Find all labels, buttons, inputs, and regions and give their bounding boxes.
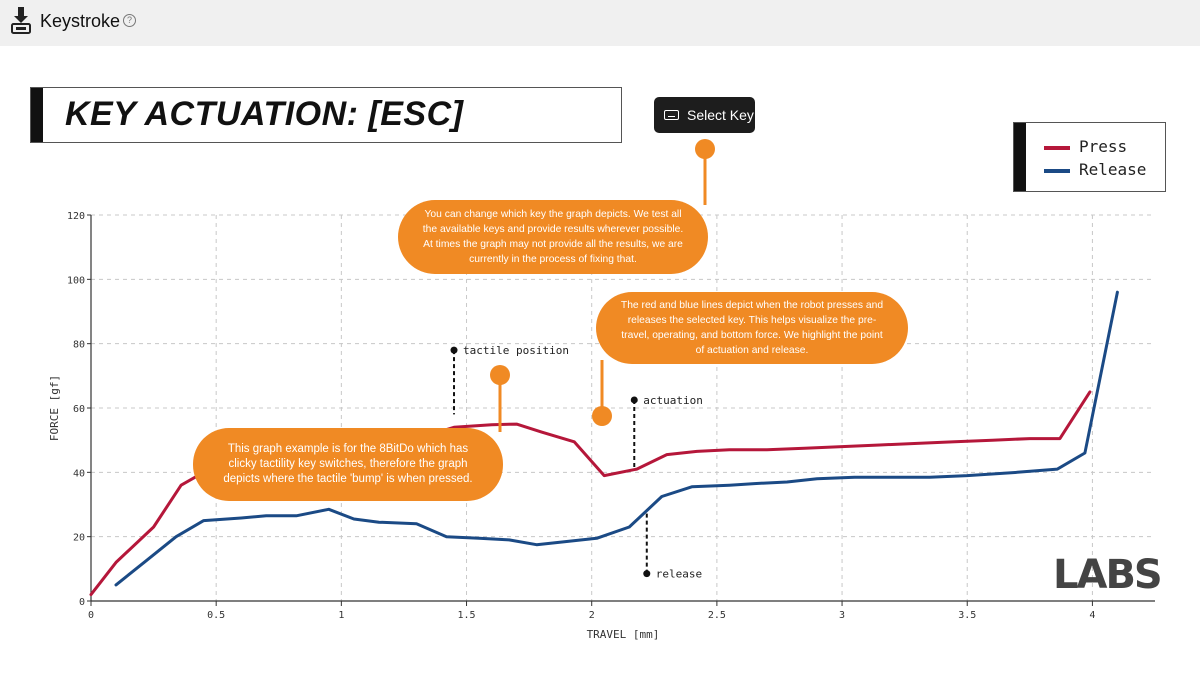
page-title: KEY ACTUATION: [ESC] bbox=[65, 95, 464, 133]
title-accent-bar bbox=[31, 88, 43, 142]
x-tick-label: 4 bbox=[1089, 610, 1095, 621]
connector-dot-lines bbox=[592, 406, 612, 426]
callout-tactile: This graph example is for the 8BitDo whi… bbox=[193, 428, 503, 501]
select-key-button[interactable]: Select Key bbox=[654, 97, 755, 133]
app-title: Keystroke bbox=[40, 11, 121, 31]
legend-label-press: Press bbox=[1079, 137, 1128, 156]
series-line-release bbox=[114, 290, 1119, 587]
x-axis-label: TRAVEL [mm] bbox=[587, 628, 660, 641]
x-tick-label: 3 bbox=[839, 610, 845, 621]
select-key-label: Select Key bbox=[687, 107, 754, 123]
y-tick-label: 120 bbox=[67, 211, 85, 222]
chart-annotations: tactile position actuation release bbox=[450, 344, 703, 581]
x-tick-label: 3.5 bbox=[958, 610, 976, 621]
annotation-dot bbox=[450, 346, 458, 354]
y-tick-label: 80 bbox=[73, 340, 85, 351]
legend-swatch-release bbox=[1044, 169, 1070, 173]
x-tick-label: 2 bbox=[589, 610, 595, 621]
y-tick-label: 40 bbox=[73, 468, 85, 479]
legend-item-release: Release bbox=[1044, 160, 1154, 180]
keyboard-icon bbox=[664, 110, 679, 120]
annotation-label: actuation bbox=[643, 394, 703, 407]
legend-item-press: Press bbox=[1044, 137, 1154, 157]
page-title-box: KEY ACTUATION: [ESC] bbox=[30, 87, 622, 143]
annotation-label: tactile position bbox=[463, 344, 569, 357]
legend-accent-bar bbox=[1014, 123, 1026, 191]
x-tick-label: 1.5 bbox=[457, 610, 475, 621]
annotation-dot bbox=[630, 396, 638, 404]
legend-label-release: Release bbox=[1079, 160, 1147, 179]
chart-legend: Press Release bbox=[1013, 122, 1166, 192]
annotation-label: release bbox=[656, 568, 702, 581]
connector-dot-select-key bbox=[695, 139, 715, 159]
annotation-dot bbox=[643, 570, 651, 578]
y-tick-label: 0 bbox=[79, 597, 85, 608]
connector-dot-tactile bbox=[490, 365, 510, 385]
chart-axes: 0 20 40 60 80 100 120 0 0.5 1 1.5 2 2.5 3 3.5 4 bbox=[67, 211, 1155, 621]
labs-logo: LABS bbox=[1053, 552, 1163, 598]
callout-tactile-text: This graph example is for the 8BitDo whi… bbox=[223, 443, 473, 485]
callout-select-key-text: You can change which key the graph depic… bbox=[422, 209, 684, 265]
y-axis-label: FORCE [gf] bbox=[48, 375, 61, 441]
x-tick-label: 2.5 bbox=[708, 610, 726, 621]
callout-lines-text: The red and blue lines depict when the r… bbox=[620, 300, 884, 356]
callout-connectors bbox=[490, 139, 715, 432]
y-tick-label: 20 bbox=[73, 533, 85, 544]
help-icon[interactable]: ? bbox=[123, 14, 136, 27]
x-tick-label: 0.5 bbox=[207, 610, 225, 621]
x-tick-label: 1 bbox=[338, 610, 344, 621]
callout-select-key: You can change which key the graph depic… bbox=[398, 200, 708, 274]
y-tick-label: 60 bbox=[73, 404, 85, 415]
keycap-download-icon bbox=[11, 7, 31, 34]
legend-swatch-press bbox=[1044, 146, 1070, 150]
x-tick-label: 0 bbox=[88, 610, 94, 621]
app-header-bar: Keystroke ? bbox=[0, 0, 1200, 46]
y-tick-label: 100 bbox=[67, 275, 85, 286]
callout-lines: The red and blue lines depict when the r… bbox=[596, 292, 908, 364]
